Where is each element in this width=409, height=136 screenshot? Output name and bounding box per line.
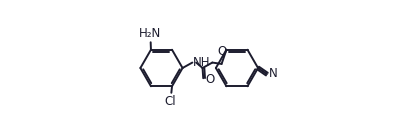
Text: Cl: Cl (164, 95, 176, 108)
Text: NH: NH (192, 56, 210, 69)
Text: O: O (205, 73, 214, 86)
Text: H₂N: H₂N (138, 27, 160, 40)
Text: N: N (268, 67, 276, 80)
Text: O: O (217, 45, 226, 58)
